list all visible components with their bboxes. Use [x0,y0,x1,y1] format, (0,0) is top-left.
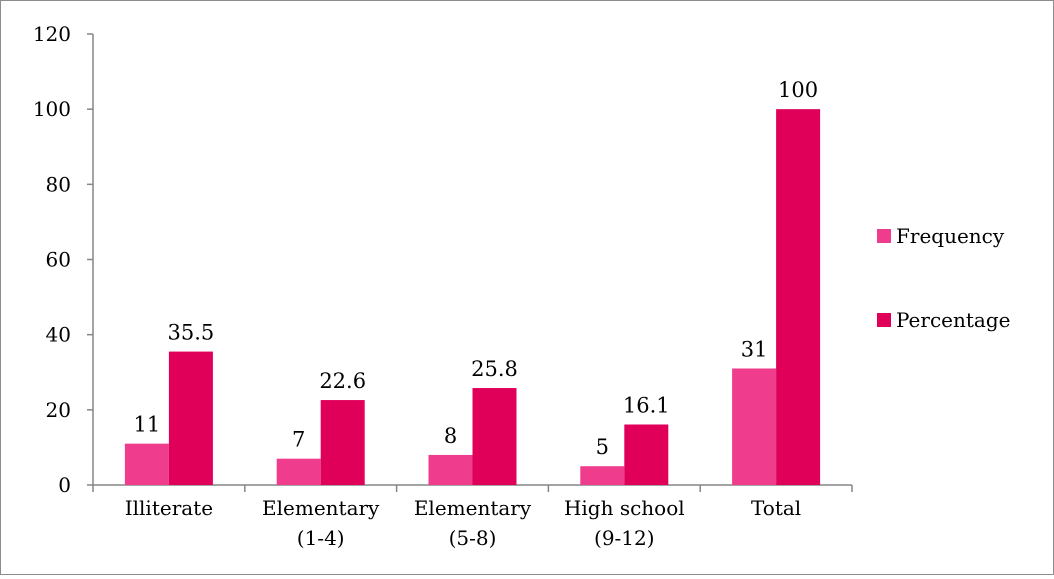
legend-swatch-percentage [877,313,891,327]
x-category-label: High school (9-12) [564,496,685,550]
y-axis-ticks: 0 20 40 60 80 100 120 [33,22,93,497]
data-label: 11 [134,413,161,437]
y-tick-label: 80 [46,172,71,196]
legend-swatch-frequency [877,229,891,243]
y-tick-label: 120 [33,22,71,46]
bar-frequency [580,466,624,485]
y-tick-label: 0 [58,473,71,497]
data-label: 100 [778,78,818,102]
data-label: 31 [741,337,768,361]
x-category-label: Elementary (1-4) [262,496,380,550]
data-label: 16.1 [623,393,670,417]
bar-frequency [125,444,169,485]
y-tick-label: 60 [46,248,71,272]
legend: Frequency Percentage [877,224,1010,332]
y-tick-label: 20 [46,398,71,422]
y-tick-label: 100 [33,97,71,121]
data-label: 25.8 [471,357,518,381]
data-label: 35.5 [168,321,215,345]
legend-label-frequency: Frequency [896,224,1005,248]
x-category-label: Illiterate [125,496,213,520]
x-category-label: Elementary (5-8) [414,496,532,550]
bar-percentage [321,400,365,485]
bar-frequency [429,455,473,485]
x-category-label: Total [751,496,801,520]
data-label: 22.6 [319,369,366,393]
data-label: 5 [596,435,609,459]
bars [125,109,820,485]
bar-percentage [169,352,213,485]
legend-label-percentage: Percentage [896,308,1010,332]
bar-percentage [473,388,517,485]
bar-percentage [776,109,820,485]
bar-percentage [624,424,668,485]
data-label: 7 [292,428,305,452]
bar-frequency [732,368,776,485]
bar-frequency [277,459,321,485]
y-tick-label: 40 [46,323,71,347]
x-axis-categories: Illiterate Elementary (1-4) Elementary (5-8)… [125,496,801,550]
data-label: 8 [444,424,457,448]
